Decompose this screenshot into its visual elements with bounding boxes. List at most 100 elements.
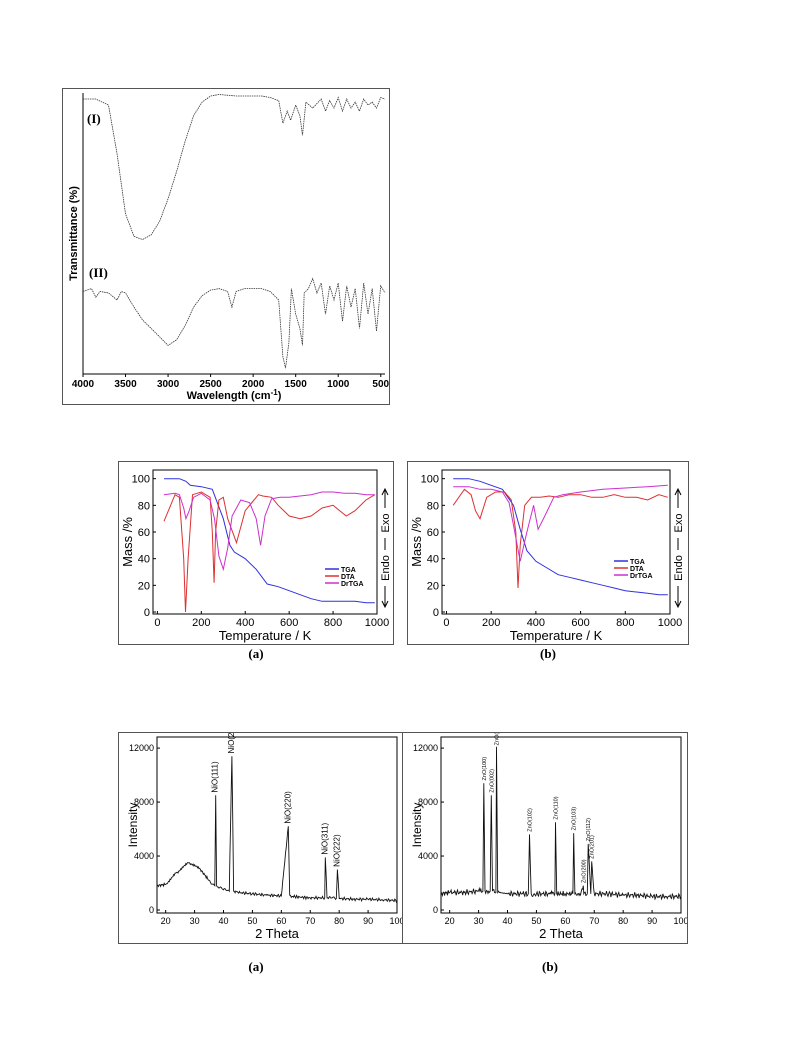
x-tick-label: 3500: [114, 379, 137, 390]
x-axis-label-close: ): [278, 390, 282, 402]
ftir-figure: Transmittance (%) 4000 3500 3000 2500 2000 150…: [62, 88, 390, 405]
y-tick-label: 0: [433, 607, 439, 619]
peak-label: NiO(222): [332, 834, 341, 867]
endo-arrow: [381, 600, 389, 609]
y-tick-label: 100: [132, 474, 150, 486]
series-line-dta: [452, 488, 668, 589]
x-tick-label: 400: [527, 617, 545, 629]
xrd-series-line: [156, 756, 398, 904]
y-tick-label: 8000: [418, 797, 438, 807]
thermal-panel-a: 0 20 40 60 80 100 0 200 400 600 800 1000 Temperature…: [118, 461, 394, 645]
x-tick-label: 1000: [365, 617, 389, 629]
xrd-chart-b: 0 4000 8000 12000 20 30 40 50 60 70 80 90 100 2 Theta…: [410, 733, 687, 941]
y-axis-label: Intensity: [410, 803, 424, 848]
peak-label: NiO(111): [211, 761, 220, 793]
peak-label: ZnO(112): [586, 818, 592, 841]
xrd-panel-a: 0 4000 8000 12000 20 30 40 50 60 70 80 90 100 2 Theta…: [118, 732, 404, 944]
x-tick-label: 400: [236, 617, 254, 629]
x-tick-label: 30: [190, 916, 200, 926]
x-tick-label: 50: [531, 916, 541, 926]
y-tick-label: 80: [138, 500, 150, 512]
plot-frame: [156, 736, 398, 914]
x-tick-label: 100: [673, 916, 687, 926]
x-tick-label: 70: [305, 916, 315, 926]
x-axis-label: 2 Theta: [255, 926, 300, 941]
endo-arrow: [674, 600, 682, 609]
y-tick-label: 4000: [418, 851, 438, 861]
x-tick-label: 200: [482, 617, 500, 629]
ftir-series-line: [83, 94, 386, 240]
exo-arrow: [381, 487, 389, 496]
curve-label-i: (I): [87, 111, 101, 126]
x-tick-label: 100: [389, 916, 403, 926]
y-axis-label: Mass /%: [409, 517, 424, 567]
thermal-panel-b-label: (b): [540, 646, 556, 661]
x-tick-label: 60: [276, 916, 286, 926]
x-tick-label: 80: [334, 916, 344, 926]
xrd-panel-b: 0 4000 8000 12000 20 30 40 50 60 70 80 90 100 2 Theta…: [402, 732, 688, 944]
plot-frame: [441, 469, 671, 615]
ftir-series-line: [82, 277, 386, 369]
x-tick-label: 40: [218, 916, 228, 926]
y-tick-label: 20: [138, 580, 150, 592]
x-tick-label: 0: [443, 617, 449, 629]
x-tick-label: 40: [502, 916, 512, 926]
y-tick-label: 0: [149, 905, 154, 915]
x-tick-label: 90: [647, 916, 657, 926]
x-axis-label: 2 Theta: [539, 926, 584, 941]
series-line-dta: [163, 491, 376, 613]
x-tick-label: 90: [363, 916, 373, 926]
x-tick-label: 2000: [242, 379, 265, 390]
endo-label-bg: [380, 550, 390, 586]
x-tick-label: 3000: [157, 379, 180, 390]
thermal-panel-b: 0 20 40 60 80 100 0 200 400 600 800 1000 Temperature…: [407, 461, 689, 645]
x-tick-label: 70: [589, 916, 599, 926]
peak-label: ZnO(103): [572, 807, 578, 831]
y-tick-label: 60: [427, 527, 439, 539]
x-tick-label: 20: [161, 916, 171, 926]
y-tick-label: 4000: [134, 851, 154, 861]
legend-label-drtga: DrTGA: [341, 581, 364, 588]
ftir-chart: Transmittance (%) 4000 3500 3000 2500 2000 150…: [68, 93, 389, 402]
x-axis-label: Temperature / K: [219, 628, 312, 643]
peak-label: NiO(200): [227, 733, 236, 753]
y-tick-label: 100: [421, 474, 439, 486]
x-tick-label: 30: [474, 916, 484, 926]
x-axis-label: Wavelength (cm-1): [187, 388, 282, 402]
y-tick-label: 0: [433, 905, 438, 915]
x-tick-label: 800: [324, 617, 342, 629]
xrd-series-line: [440, 746, 682, 901]
exo-label-bg: [673, 508, 683, 538]
legend-label-tga: TGA: [341, 567, 356, 574]
legend-label-dta: DTA: [630, 566, 644, 573]
series-line-tga: [453, 478, 668, 596]
thermal-panel-a-label: (a): [248, 646, 264, 661]
curve-label-ii: (II): [89, 265, 108, 280]
y-tick-label: 40: [138, 554, 150, 566]
x-tick-label: 600: [280, 617, 298, 629]
y-tick-label: 40: [427, 554, 439, 566]
x-tick-label: 1000: [327, 379, 350, 390]
x-tick-label: 1500: [285, 379, 308, 390]
plot-frame: [152, 469, 378, 615]
peak-label: ZnO(200): [581, 859, 587, 883]
xrd-panel-a-label: (a): [248, 959, 264, 974]
y-tick-label: 60: [138, 527, 150, 539]
series-line-drtga: [163, 491, 375, 572]
exo-arrow: [674, 487, 682, 496]
endo-label: Endo: [380, 555, 392, 581]
xrd-panel-b-label: (b): [542, 959, 558, 974]
legend-label-tga: TGA: [630, 559, 645, 566]
exo-label: Exo: [673, 514, 685, 533]
peak-label: ZnO(201): [590, 835, 596, 859]
x-tick-label: 600: [571, 617, 589, 629]
x-tick-label: 500: [372, 379, 389, 390]
plot-frame: [440, 736, 682, 914]
series-line-tga: [164, 478, 375, 604]
x-tick-label: 2500: [199, 379, 222, 390]
x-tick-label: 50: [247, 916, 257, 926]
peak-label: ZnO(100): [482, 757, 488, 781]
endo-label: Endo: [673, 555, 685, 581]
y-tick-label: 0: [144, 607, 150, 619]
